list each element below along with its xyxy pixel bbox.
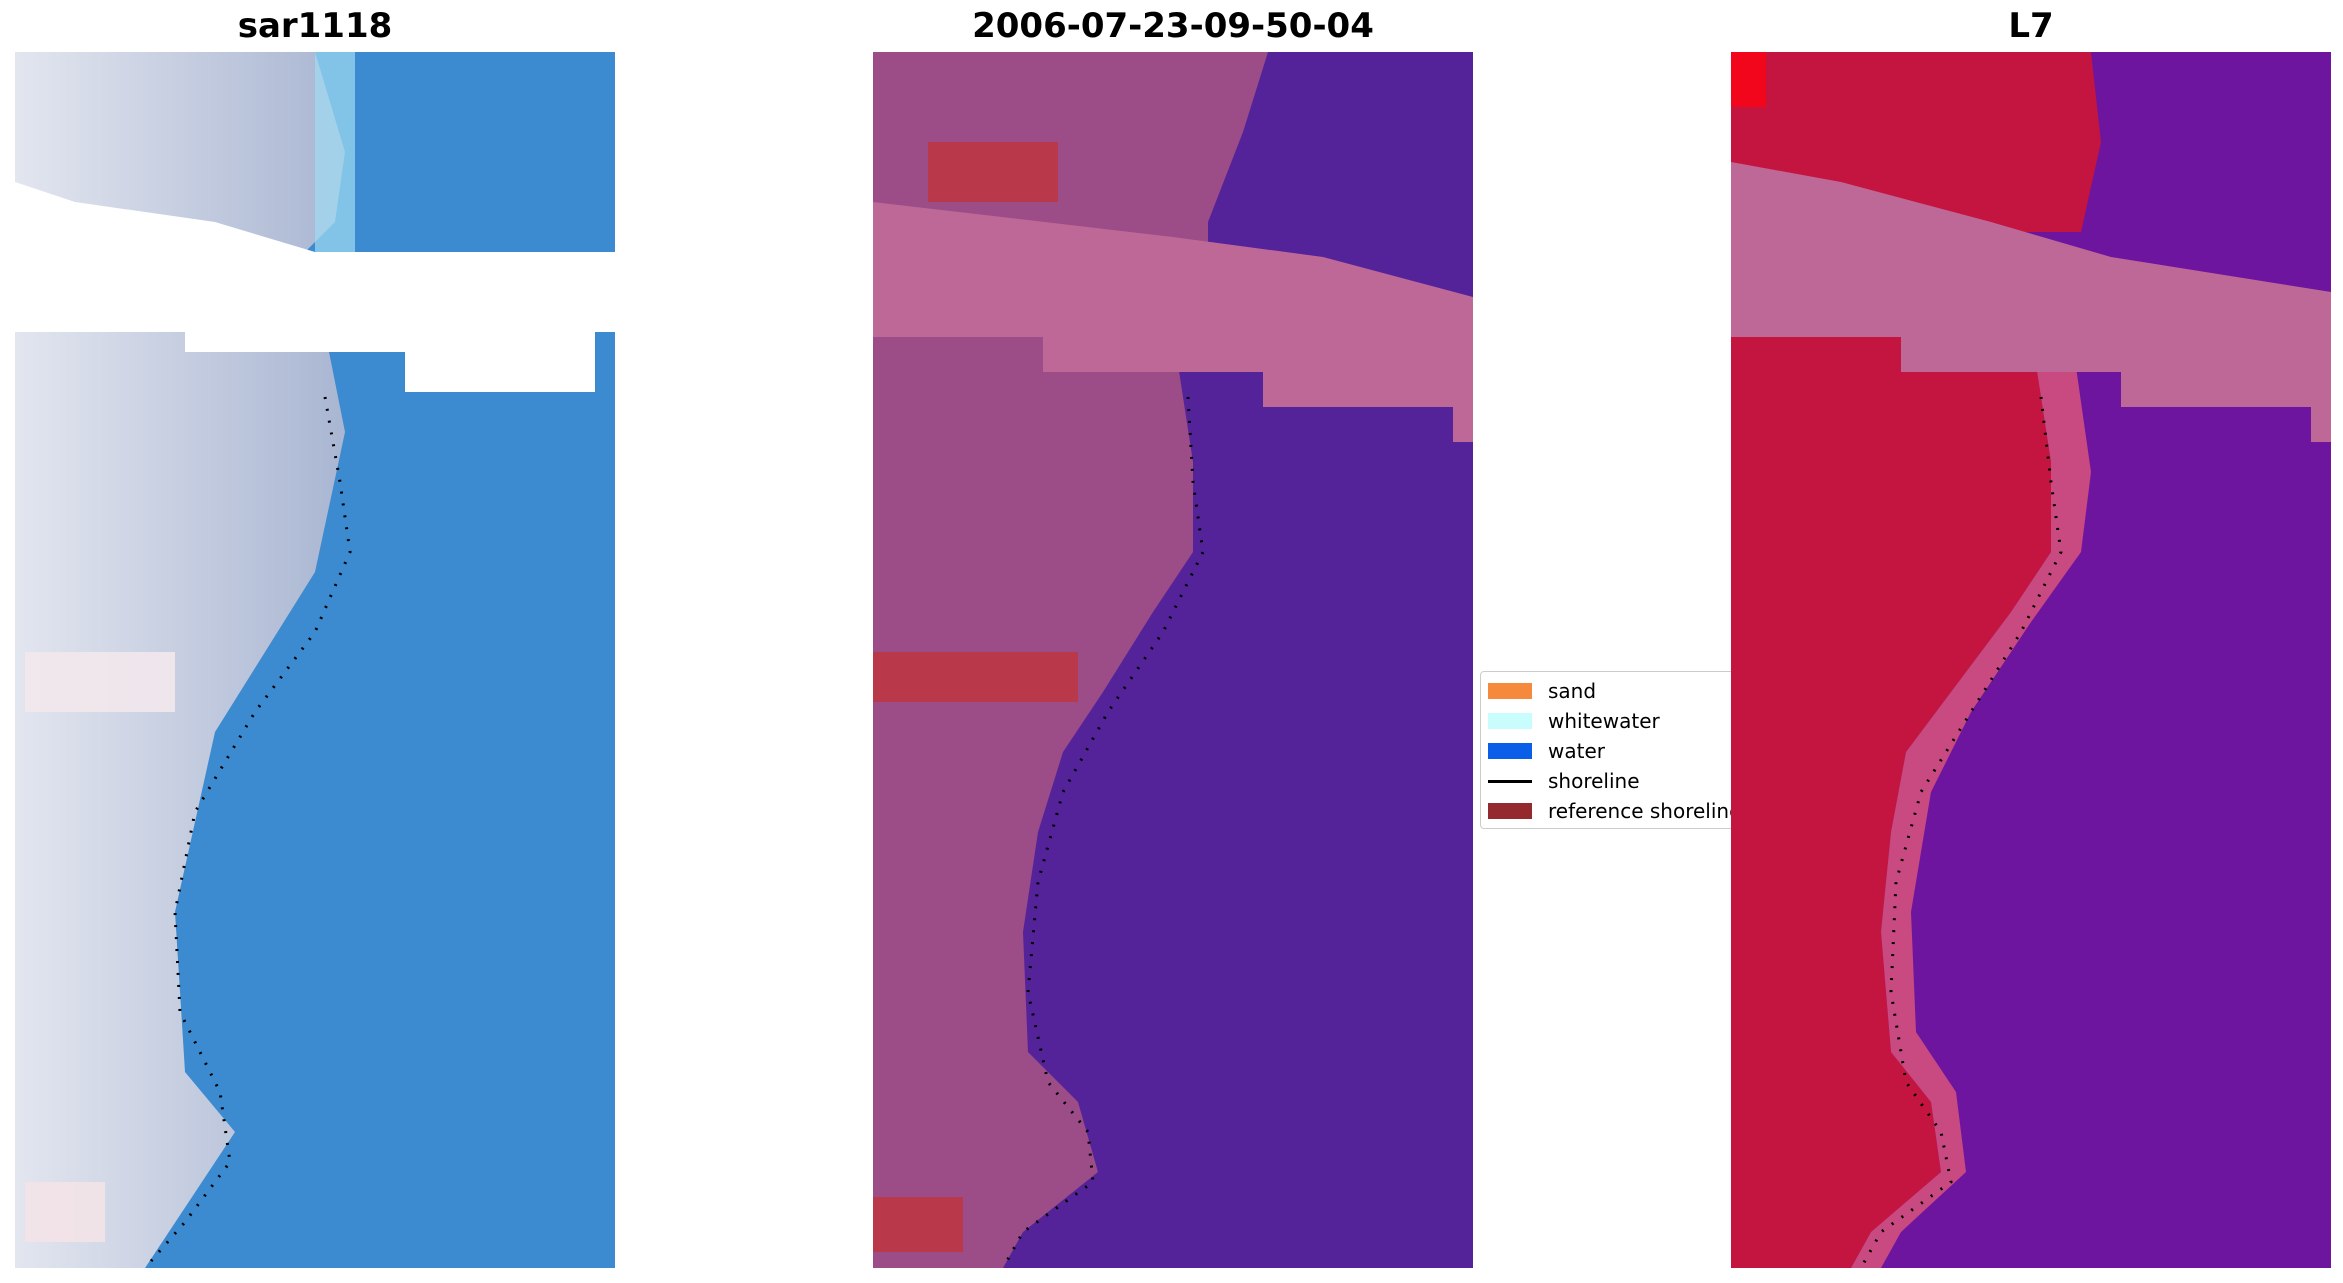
sar-whitewater-band <box>315 52 355 252</box>
legend-item-whitewater: whitewater <box>1488 709 1660 733</box>
legend-swatch-reference-shoreline <box>1488 803 1532 819</box>
legend-item-shoreline: shoreline <box>1488 769 1640 793</box>
class-land-lower <box>873 332 1193 1268</box>
legend-item-sand: sand <box>1488 679 1596 703</box>
sar-land <box>15 52 345 252</box>
class-sand-patch <box>928 142 1058 202</box>
panel-title-sar: sar1118 <box>237 6 393 46</box>
index-image <box>1731 52 2331 1268</box>
class-cloud <box>873 202 1473 442</box>
legend-item-water: water <box>1488 739 1605 763</box>
index-cloud <box>1731 162 2331 442</box>
panel-title-index: L7 <box>2008 6 2054 46</box>
legend-swatch-shoreline <box>1488 779 1532 783</box>
sar-image-panel <box>15 52 615 1268</box>
legend: sand whitewater water shoreline referenc… <box>1480 671 1741 829</box>
classification-image <box>873 52 1473 1268</box>
sar-nodata-top <box>15 252 615 332</box>
legend-item-reference-shoreline: reference shoreline <box>1488 799 1741 823</box>
sar-shoreline <box>143 396 352 1268</box>
index-panel <box>1731 52 2331 1268</box>
index-shoreline <box>1859 396 2063 1268</box>
sar-land-lower <box>15 332 345 1268</box>
classification-panel <box>873 52 1473 1268</box>
legend-swatch-whitewater <box>1488 713 1532 729</box>
index-land-lower <box>1731 332 2051 1268</box>
panel-title-classification: 2006-07-23-09-50-04 <box>972 6 1374 46</box>
index-transition <box>1851 332 2091 1268</box>
class-land-top <box>873 52 1268 262</box>
legend-swatch-water <box>1488 743 1532 759</box>
sar-image <box>15 52 615 1268</box>
legend-swatch-sand <box>1488 683 1532 699</box>
